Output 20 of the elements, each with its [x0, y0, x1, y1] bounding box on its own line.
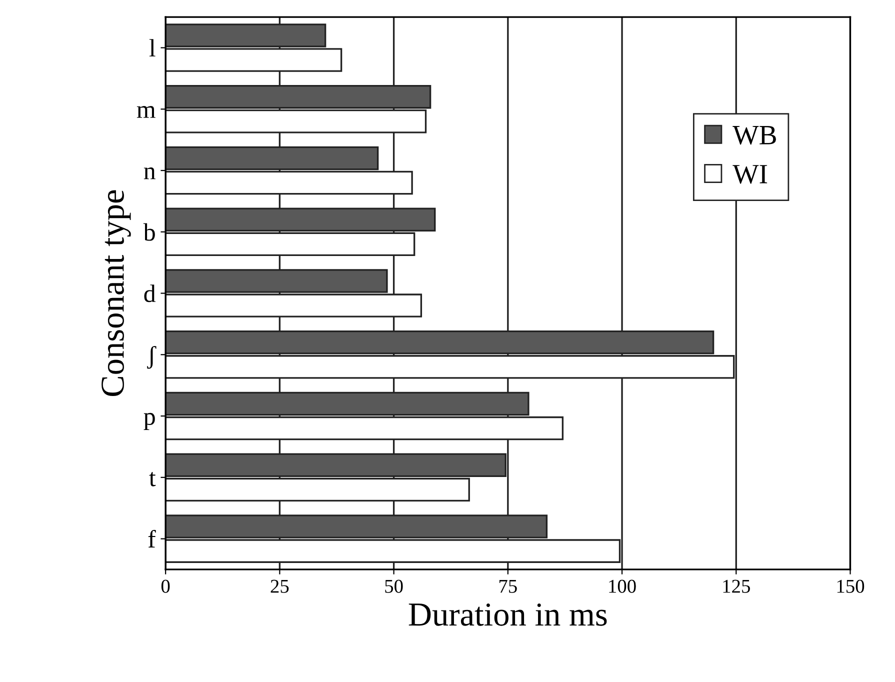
- y-tick-label: l: [149, 39, 156, 56]
- y-tick-label: d: [144, 284, 156, 302]
- y-tick-label: ʃ: [147, 346, 156, 369]
- x-tick-label: 50: [385, 580, 403, 593]
- x-axis-title: Duration in ms: [408, 603, 607, 626]
- y-tick-label: t: [149, 472, 156, 486]
- x-tick-label: 150: [837, 580, 864, 593]
- y-tick-label: p: [144, 412, 155, 430]
- x-tick-label: 125: [723, 580, 750, 593]
- x-tick-label: 25: [270, 580, 289, 593]
- legend-label: WB: [732, 126, 776, 145]
- x-tick-label: 75: [499, 580, 517, 593]
- y-axis-title: Consonant type: [102, 190, 131, 396]
- y-tick-label: f: [148, 530, 156, 548]
- legend-label: WI: [732, 165, 768, 184]
- y-tick-label: m: [136, 106, 156, 118]
- y-tick-label: b: [143, 223, 155, 241]
- y-tick-label: n: [144, 167, 156, 180]
- x-tick-label: 100: [609, 580, 636, 593]
- x-tick-label: 0: [161, 580, 170, 593]
